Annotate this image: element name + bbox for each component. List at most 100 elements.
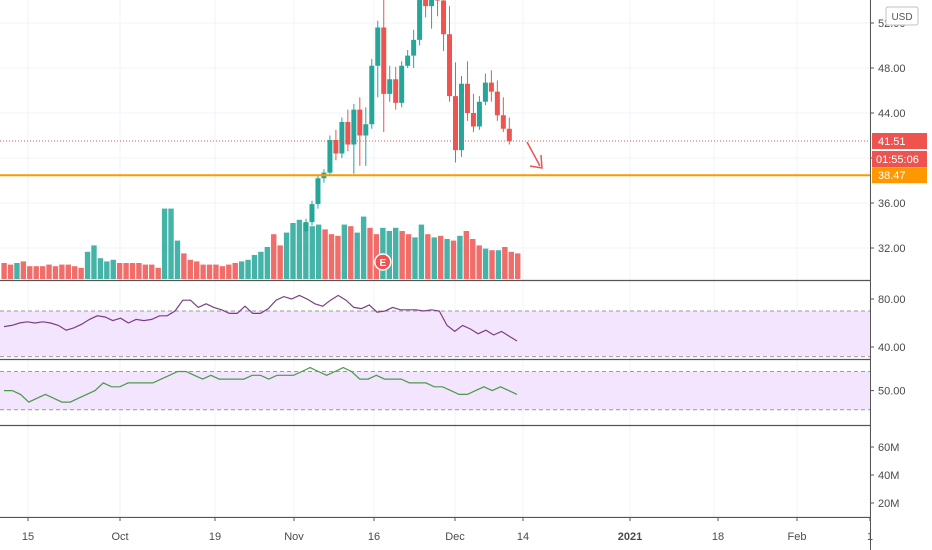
volume-bar[interactable] — [463, 231, 470, 279]
candle[interactable] — [470, 93, 476, 133]
volume-bar[interactable] — [251, 255, 258, 279]
volume-bar[interactable] — [161, 208, 168, 279]
candle[interactable] — [369, 59, 375, 129]
volume-bar[interactable] — [110, 259, 116, 279]
candle[interactable] — [405, 50, 411, 68]
volume-bar[interactable] — [174, 240, 181, 279]
volume-bar[interactable] — [309, 226, 315, 279]
volume-bar[interactable] — [136, 263, 142, 279]
candle[interactable] — [458, 75, 464, 157]
volume-bar[interactable] — [418, 224, 425, 279]
volume-bar[interactable] — [20, 261, 27, 279]
volume-bar[interactable] — [245, 259, 251, 279]
volume-bar[interactable] — [354, 232, 360, 279]
volume-bar[interactable] — [238, 261, 245, 279]
earnings-marker-circle[interactable] — [374, 253, 392, 271]
volume-bar[interactable] — [296, 219, 303, 279]
volume-bar[interactable] — [213, 264, 219, 279]
candle[interactable] — [429, 0, 435, 29]
candle[interactable] — [423, 0, 429, 18]
volume-bar[interactable] — [219, 266, 226, 279]
candle[interactable] — [363, 107, 369, 166]
volume-bar[interactable] — [104, 261, 110, 279]
volume-bar[interactable] — [129, 263, 136, 279]
volume-bar[interactable] — [258, 251, 264, 279]
volume-bar[interactable] — [27, 266, 33, 279]
price-axis[interactable]: 32.0036.0040.0044.0048.0052.0040.0080.00… — [870, 0, 932, 550]
indicator-2[interactable] — [0, 366, 870, 411]
candle[interactable] — [381, 0, 387, 133]
candle[interactable] — [357, 97, 363, 166]
candle[interactable] — [411, 29, 417, 68]
candle[interactable] — [345, 109, 351, 152]
volume-bar[interactable] — [91, 245, 97, 279]
volume-bar[interactable] — [437, 235, 444, 279]
volume-bar[interactable] — [328, 234, 335, 279]
volume-bar[interactable] — [277, 245, 283, 279]
volume-bar[interactable] — [264, 247, 271, 279]
candle[interactable] — [303, 218, 309, 233]
candle[interactable] — [393, 66, 399, 110]
volume-bar[interactable] — [482, 248, 489, 279]
volume-bar[interactable] — [322, 229, 328, 279]
volume-bar[interactable] — [33, 266, 39, 279]
volume-bar[interactable] — [84, 251, 91, 279]
volume-bar[interactable] — [7, 264, 14, 279]
time-axis[interactable]: 15 Oct 19 Nov 16 Dec 14 2021 18 Feb 1 — [0, 517, 873, 550]
volume-bar[interactable] — [1, 263, 7, 279]
volume-bar[interactable] — [386, 231, 392, 279]
volume-bar[interactable] — [168, 208, 174, 279]
candle[interactable] — [494, 80, 500, 121]
volume-bar[interactable] — [444, 239, 450, 279]
candle[interactable] — [435, 0, 441, 17]
volume-bar[interactable] — [52, 266, 59, 279]
countdown-tag[interactable] — [872, 151, 927, 168]
candle[interactable] — [488, 70, 494, 102]
candle[interactable] — [309, 200, 315, 226]
candle[interactable] — [500, 97, 506, 133]
volume-bar[interactable] — [476, 245, 482, 279]
volume-bar[interactable] — [399, 231, 405, 279]
candle[interactable] — [327, 135, 333, 175]
volume-bar[interactable] — [46, 264, 52, 279]
candle[interactable] — [464, 61, 470, 121]
volume-bar[interactable] — [72, 266, 78, 279]
volume-bar[interactable] — [412, 237, 418, 279]
volume-bar[interactable] — [206, 264, 213, 279]
volume-bar[interactable] — [515, 253, 521, 279]
volume-bar[interactable] — [348, 226, 354, 279]
indicator-1-line[interactable] — [3, 294, 518, 342]
volume-bar[interactable] — [271, 234, 277, 279]
volume-bar[interactable] — [155, 267, 161, 279]
volume-bar[interactable] — [149, 264, 155, 279]
volume-bar[interactable] — [457, 235, 463, 279]
indicator-1[interactable] — [0, 294, 870, 358]
candle[interactable] — [315, 174, 321, 209]
candle[interactable] — [387, 65, 393, 102]
volume-bar[interactable] — [65, 264, 71, 279]
candle[interactable] — [441, 0, 447, 52]
volume-bar[interactable] — [14, 263, 20, 279]
volume-bar[interactable] — [123, 263, 129, 279]
volume-bar[interactable] — [194, 261, 200, 279]
candle[interactable] — [339, 117, 345, 159]
volume-bar[interactable] — [502, 247, 508, 279]
last-price-tag[interactable] — [872, 133, 927, 150]
volume-bar[interactable] — [187, 259, 193, 279]
candle[interactable] — [399, 61, 405, 108]
candle[interactable] — [476, 96, 482, 130]
volume-bar[interactable] — [360, 216, 367, 279]
volume-bar[interactable] — [495, 250, 502, 279]
volume-bar[interactable] — [315, 224, 322, 279]
candle[interactable] — [482, 73, 488, 106]
volume-bar[interactable] — [425, 234, 431, 279]
volume-bar[interactable] — [367, 227, 373, 279]
volume-bar[interactable] — [39, 266, 46, 279]
volume-bar[interactable] — [508, 251, 514, 279]
currency-badge[interactable]: USD — [885, 6, 919, 26]
candle[interactable] — [453, 62, 458, 163]
candle[interactable] — [375, 20, 381, 98]
candle[interactable] — [333, 129, 339, 161]
earnings-marker[interactable]: E — [374, 253, 392, 271]
